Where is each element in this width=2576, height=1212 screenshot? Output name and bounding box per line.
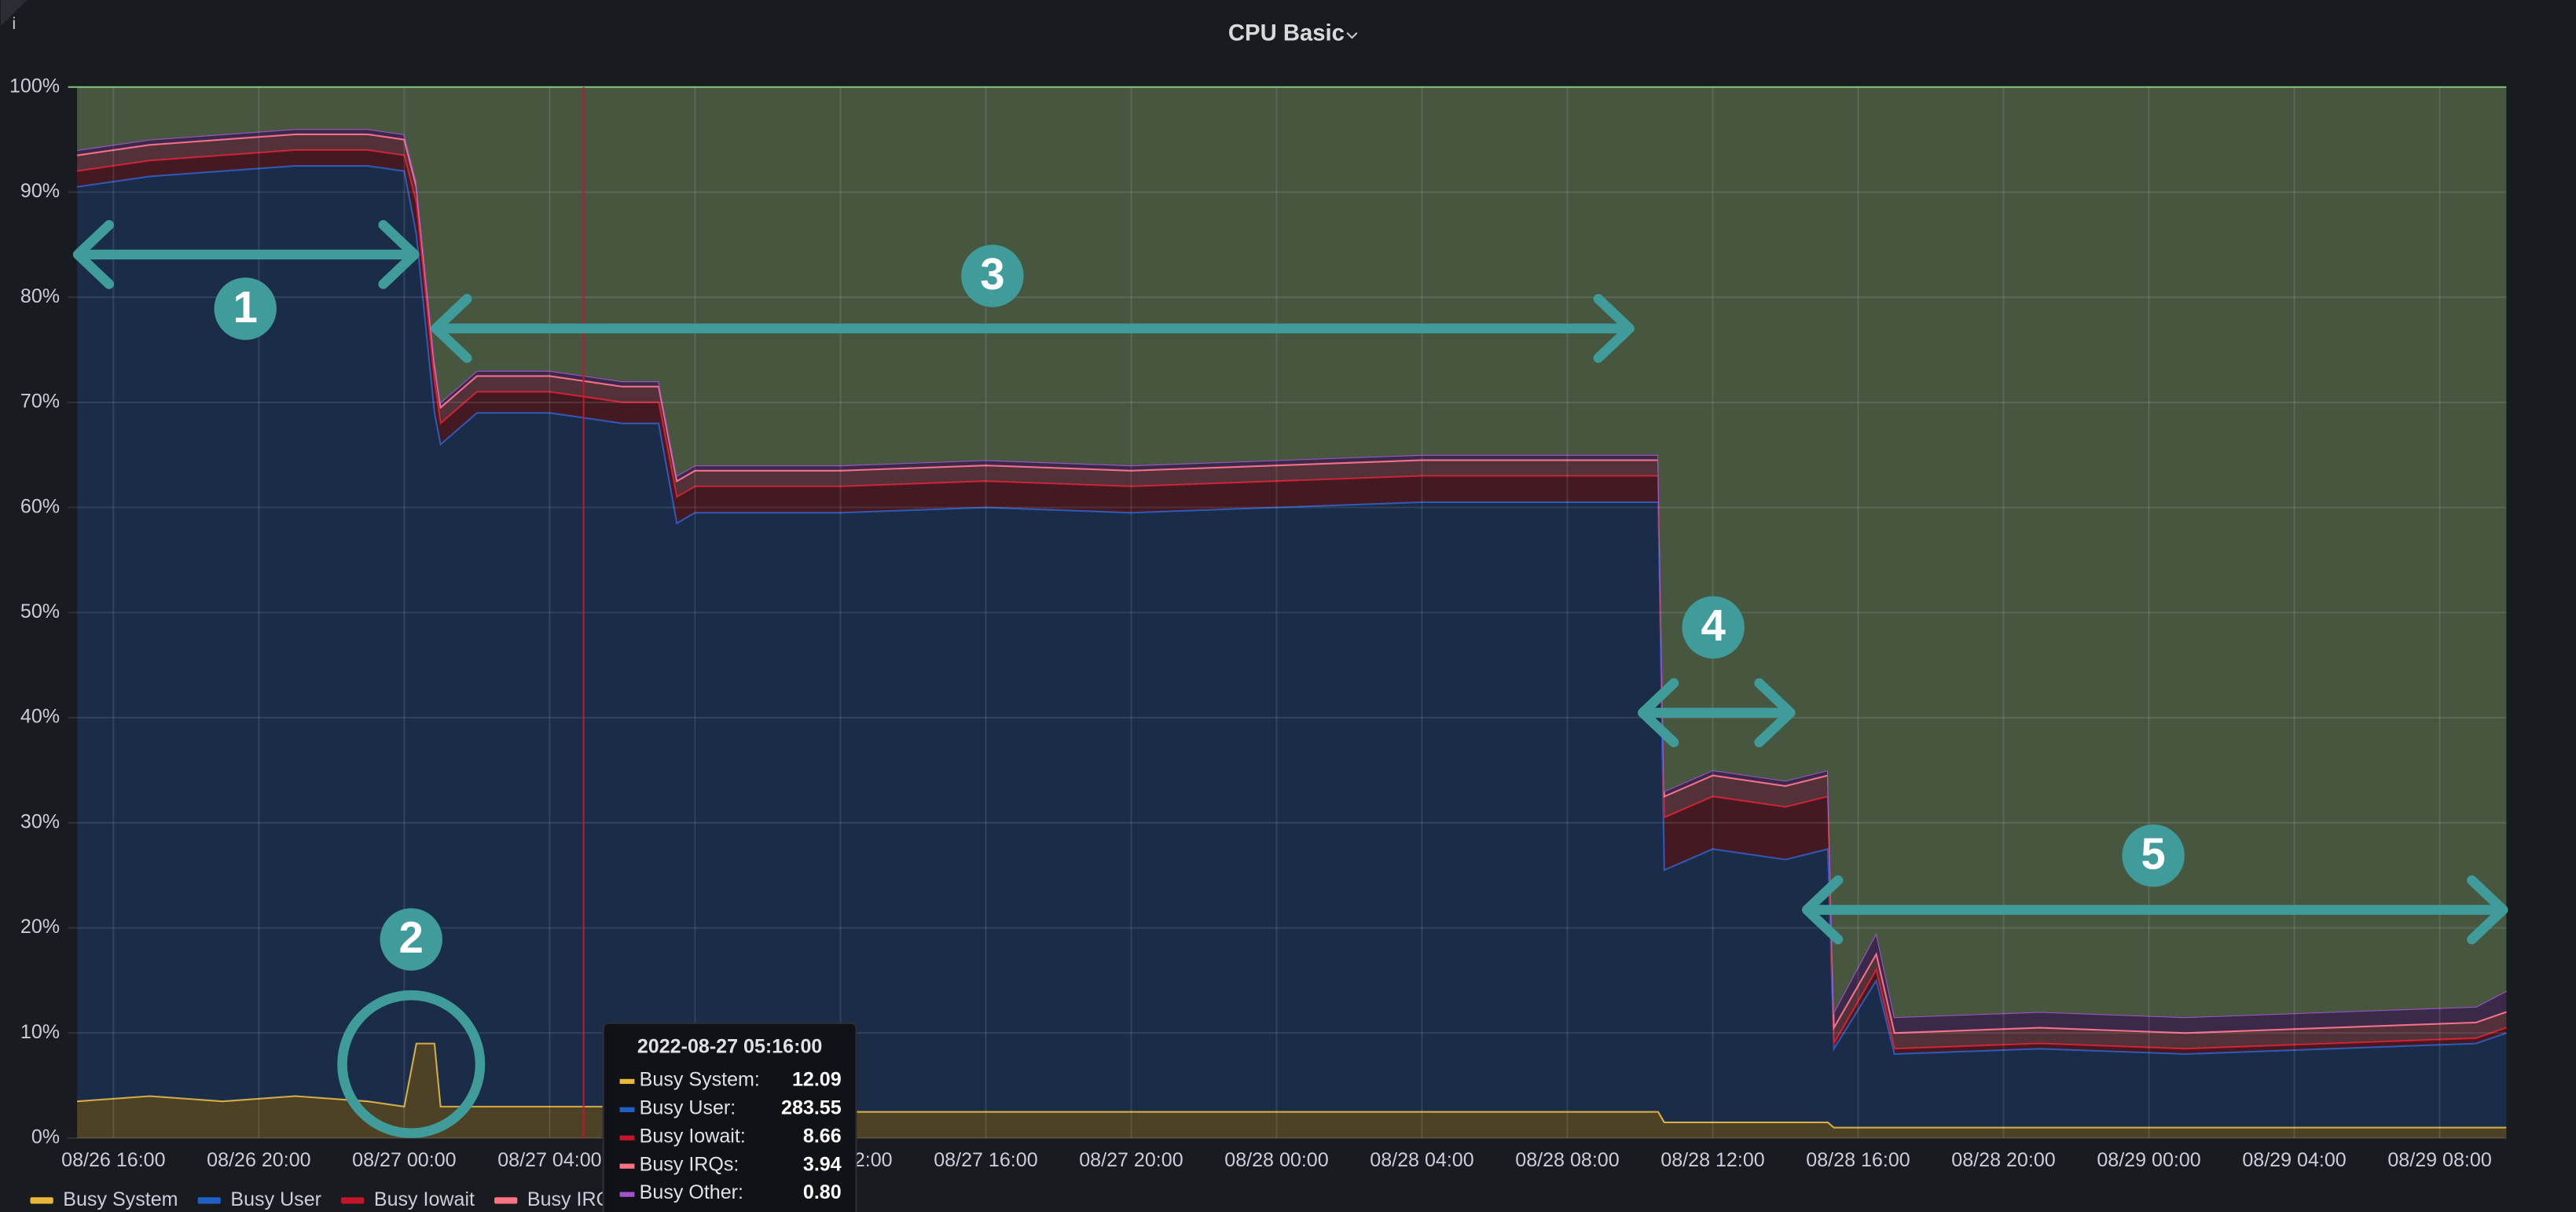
tooltip-swatch	[620, 1164, 635, 1169]
tooltip-name: Busy IRQs:	[640, 1153, 739, 1175]
y-tick-label: 50%	[20, 600, 60, 623]
y-tick-label: 70%	[20, 391, 60, 413]
legend-swatch	[494, 1197, 517, 1203]
tooltip-name: Busy Other:	[640, 1181, 743, 1203]
legend-swatch	[30, 1197, 53, 1203]
tooltip-value: 3.94	[803, 1153, 842, 1175]
x-tick-label: 08/29 08:00	[2387, 1149, 2491, 1171]
x-tick-label: 08/27 00:00	[352, 1149, 456, 1171]
chart-title[interactable]: CPU Basic	[1228, 21, 1345, 46]
tooltip-value: 0.80	[803, 1181, 842, 1203]
x-tick-label: 08/27 16:00	[934, 1149, 1037, 1171]
tooltip-swatch	[620, 1079, 635, 1084]
x-tick-label: 08/26 20:00	[207, 1149, 310, 1171]
tooltip-swatch	[620, 1192, 635, 1197]
x-tick-label: 08/28 08:00	[1515, 1149, 1619, 1171]
legend-label[interactable]: Busy Iowait	[374, 1188, 475, 1210]
x-tick-label: 08/28 04:00	[1370, 1149, 1473, 1171]
tooltip-value: 8.66	[803, 1125, 842, 1147]
annotation-number: 4	[1701, 600, 1726, 650]
x-tick-label: 08/29 00:00	[2097, 1149, 2200, 1171]
tooltip-name: Busy User:	[640, 1096, 736, 1118]
annotation-number: 3	[980, 249, 1004, 299]
x-tick-label: 08/27 20:00	[1079, 1149, 1183, 1171]
y-tick-label: 40%	[20, 706, 60, 728]
x-tick-label: 08/28 00:00	[1224, 1149, 1328, 1171]
tooltip-time: 2022-08-27 05:16:00	[637, 1036, 823, 1058]
y-tick-label: 90%	[20, 180, 60, 202]
legend-label[interactable]: Busy System	[63, 1188, 178, 1210]
x-tick-label: 08/28 12:00	[1660, 1149, 1764, 1171]
tooltip-name: Busy System:	[640, 1068, 760, 1090]
y-tick-label: 100%	[9, 75, 60, 97]
tooltip-name: Busy Iowait:	[640, 1125, 746, 1147]
x-tick-label: 08/28 20:00	[1951, 1149, 2055, 1171]
tooltip-value: 12.09	[792, 1068, 842, 1090]
x-tick-label: 08/27 04:00	[497, 1149, 601, 1171]
legend-swatch	[198, 1197, 221, 1203]
tooltip-swatch	[620, 1136, 635, 1140]
y-tick-label: 20%	[20, 916, 60, 938]
tooltip-swatch	[620, 1107, 635, 1112]
legend-swatch	[341, 1197, 364, 1203]
y-tick-label: 0%	[31, 1126, 60, 1148]
y-tick-label: 30%	[20, 810, 60, 832]
x-tick-label: 08/26 16:00	[61, 1149, 165, 1171]
annotation-number: 1	[233, 282, 258, 332]
annotation-number: 2	[399, 913, 424, 962]
tooltip-value: 283.55	[781, 1096, 842, 1118]
y-tick-label: 60%	[20, 495, 60, 517]
y-tick-label: 80%	[20, 285, 60, 307]
x-tick-label: 08/29 04:00	[2242, 1149, 2346, 1171]
x-tick-label: 08/28 16:00	[1806, 1149, 1910, 1171]
tooltip: 2022-08-27 05:16:00 Busy System: 12.09 Bus…	[604, 1023, 857, 1212]
y-tick-label: 10%	[20, 1021, 60, 1043]
annotation-number: 5	[2141, 829, 2165, 879]
legend-label[interactable]: Busy User	[230, 1188, 321, 1210]
info-icon[interactable]: i	[13, 15, 17, 33]
